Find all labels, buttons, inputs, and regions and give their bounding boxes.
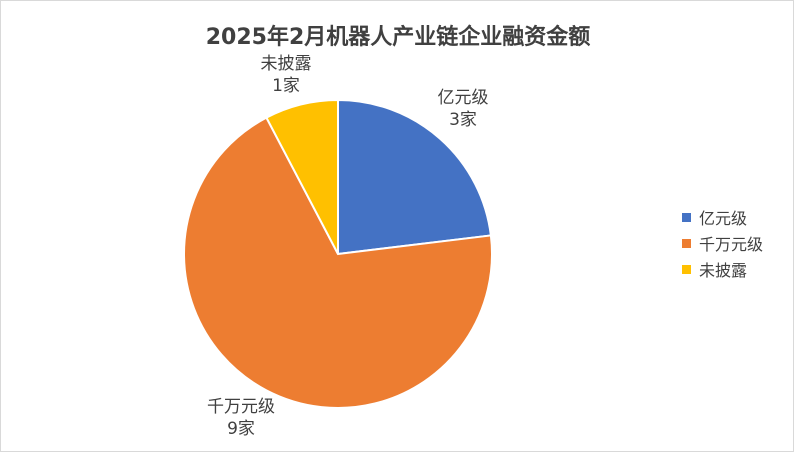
pie-slice-undisclosed bbox=[265, 98, 339, 255]
pie-slice-qianwan bbox=[183, 116, 493, 409]
data-label-category-qianwan: 千万元级 bbox=[207, 397, 275, 417]
data-label-category-undisclosed: 未披露 bbox=[261, 54, 312, 74]
legend-item-yi: 亿元级 bbox=[682, 204, 763, 230]
legend-label-yi: 亿元级 bbox=[699, 209, 748, 228]
legend-label-qianwan: 千万元级 bbox=[699, 235, 764, 254]
legend-item-qianwan: 千万元级 bbox=[682, 230, 763, 256]
data-label-value-undisclosed: 1家 bbox=[272, 76, 300, 96]
data-label-value-yi: 3家 bbox=[449, 110, 477, 130]
pie-slice-yi bbox=[337, 98, 492, 256]
legend-swatch-undisclosed bbox=[682, 264, 691, 274]
legend-swatch-yi bbox=[682, 212, 691, 222]
legend: 亿元级 千万元级 未披露 bbox=[682, 204, 763, 282]
legend-swatch-qianwan bbox=[682, 238, 691, 248]
data-label-value-qianwan: 9家 bbox=[227, 419, 255, 439]
data-label-category-yi: 亿元级 bbox=[438, 88, 489, 108]
legend-item-undisclosed: 未披露 bbox=[682, 256, 763, 282]
legend-label-undisclosed: 未披露 bbox=[699, 261, 748, 280]
chart-title: 2025年2月机器人产业链企业融资金额 bbox=[205, 25, 591, 50]
